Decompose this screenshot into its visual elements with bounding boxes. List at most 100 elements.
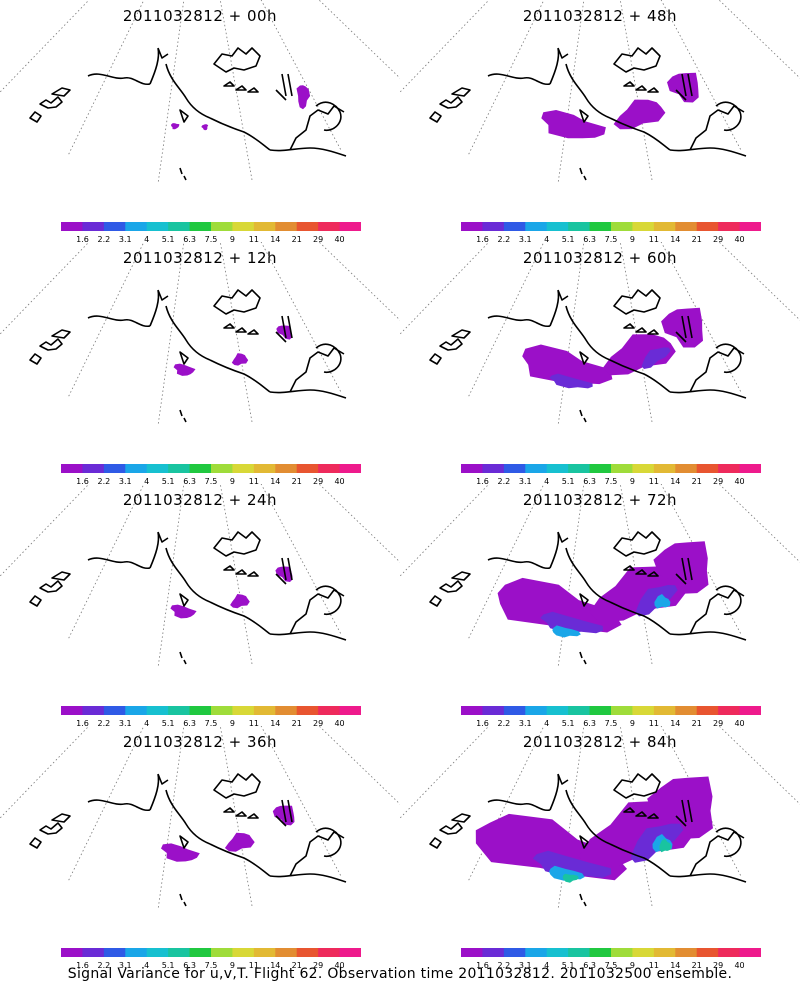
coastline-segment xyxy=(289,105,345,151)
coastline-segment xyxy=(669,873,747,883)
coastline-segment xyxy=(165,789,211,845)
coastline-segment xyxy=(715,343,742,374)
map-svg xyxy=(400,242,800,425)
colorbar-swatch xyxy=(696,222,719,231)
coastline-segment xyxy=(579,109,589,123)
coastline-segment xyxy=(149,47,169,85)
colorbar-swatch xyxy=(168,464,191,473)
meridian-line xyxy=(0,726,103,752)
coastline-segment xyxy=(179,409,187,423)
coastline xyxy=(429,289,747,423)
colorbar-swatch xyxy=(296,222,319,231)
colorbar-swatch xyxy=(253,464,276,473)
colorbar-tick-label: 5.1 xyxy=(162,719,175,728)
panel-title: 2011032812 + 48h xyxy=(522,7,678,25)
latitude-circle xyxy=(400,0,800,5)
latitude-circle xyxy=(400,484,800,510)
variance-contour xyxy=(659,838,672,853)
colorbar-swatch xyxy=(718,464,741,473)
colorbar-swatch xyxy=(189,222,212,231)
colorbar-tick-label: 5.1 xyxy=(562,235,575,244)
colorbar-tick-label: 3.1 xyxy=(119,477,132,486)
colorbar-tick-label: 11 xyxy=(649,235,659,244)
colorbar-swatch xyxy=(146,706,169,715)
variance-contour xyxy=(230,594,250,609)
meridian-line xyxy=(299,242,400,259)
colorbar-tick-label: 9 xyxy=(230,477,235,486)
variance-shading xyxy=(173,325,292,376)
coastline-segment xyxy=(689,831,745,877)
colorbar-swatch xyxy=(546,464,569,473)
coastline-segment xyxy=(179,351,189,365)
colorbar-swatch xyxy=(103,222,126,231)
coastline-segment xyxy=(165,63,211,119)
colorbar-swatch xyxy=(168,948,191,957)
coastline-segment xyxy=(39,96,63,109)
colorbar-swatch xyxy=(525,706,548,715)
map-svg xyxy=(400,484,800,667)
latitude-circle xyxy=(0,242,400,268)
meridian-line xyxy=(400,726,503,752)
panel-title: 2011032812 + 24h xyxy=(122,491,278,509)
colorbar-swatch xyxy=(82,706,105,715)
coastline-segment xyxy=(179,167,187,181)
coastline xyxy=(29,47,347,181)
colorbar-tick-label: 21 xyxy=(292,235,302,244)
colorbar-tick-label: 3.1 xyxy=(119,719,132,728)
coastline-segment xyxy=(487,73,551,86)
coastline xyxy=(429,773,747,907)
forecast-panel-12h: 2011032812 + 12h 1.6 2.2 3.1 4 5.1 6.3 7.5 9 11 1… xyxy=(0,242,400,492)
coastline-segment xyxy=(609,359,671,393)
coastline-segment xyxy=(29,595,42,607)
colorbar-tick-label: 14 xyxy=(670,477,680,486)
coastline-segment xyxy=(223,565,259,577)
forecast-panel-00h: 2011032812 + 00h 1.6 2.2 3.1 4 5.1 6.3 7.5 9 11 1… xyxy=(0,0,400,250)
colorbar: 1.6 2.2 3.1 4 5.1 6.3 7.5 9 11 14 21 29 40 xyxy=(61,464,361,486)
colorbar-swatch xyxy=(318,222,341,231)
coastline-segment xyxy=(623,565,659,577)
colorbar-tick-label: 1.6 xyxy=(76,235,89,244)
colorbar-tick-label: 9 xyxy=(230,961,235,970)
colorbar-swatch xyxy=(296,948,319,957)
latitude-circle xyxy=(0,0,400,26)
colorbar-swatch xyxy=(632,948,655,957)
coastline-segment xyxy=(579,835,589,849)
colorbar-swatch xyxy=(525,222,548,231)
coastline-segment xyxy=(565,305,611,361)
coastline-segment xyxy=(213,773,261,799)
colorbar-tick-label: 29 xyxy=(713,477,723,486)
map-svg xyxy=(0,726,400,909)
coastline-segment xyxy=(179,893,187,907)
colorbar-tick-label: 7.5 xyxy=(605,961,618,970)
colorbar-tick-label: 3.1 xyxy=(519,477,532,486)
coastline-segment xyxy=(613,289,661,315)
colorbar-swatch xyxy=(525,948,548,957)
coastline-segment xyxy=(223,323,259,335)
colorbar-swatch xyxy=(61,706,83,715)
colorbar-swatch xyxy=(189,948,212,957)
colorbar-tick-label: 1.6 xyxy=(476,719,489,728)
coastline-segment xyxy=(675,799,693,827)
meridian-line xyxy=(318,242,400,321)
colorbar-tick-label: 4 xyxy=(144,477,149,486)
variance-contour xyxy=(296,85,311,110)
colorbar-tick-label: 4 xyxy=(544,719,549,728)
map-svg xyxy=(400,0,800,183)
colorbar-tick-label: 3.1 xyxy=(119,235,132,244)
colorbar-tick-label: 7.5 xyxy=(605,477,618,486)
coastline-segment xyxy=(549,47,569,85)
forecast-panel-84h: 2011032812 + 84h 1.6 2.2 3.1 4 5.1 6.3 7.5 9 11 1… xyxy=(400,726,800,976)
meridian-line xyxy=(699,726,800,743)
variance-contour xyxy=(171,123,180,130)
colorbar-tick-label: 9 xyxy=(230,235,235,244)
coastline-segment xyxy=(623,323,659,335)
colorbar-tick-label: 11 xyxy=(649,961,659,970)
colorbar-tick-label: 29 xyxy=(713,961,723,970)
colorbar-tick-label: 4 xyxy=(544,235,549,244)
colorbar-tick-label: 40 xyxy=(334,961,344,970)
colorbar-swatch xyxy=(61,948,83,957)
forecast-panel-72h: 2011032812 + 72h 1.6 2.2 3.1 4 5.1 6.3 7.5 9 11 1… xyxy=(400,484,800,734)
colorbar-swatch xyxy=(339,948,361,957)
colorbar-swatch xyxy=(482,948,505,957)
variance-shading xyxy=(170,566,293,619)
